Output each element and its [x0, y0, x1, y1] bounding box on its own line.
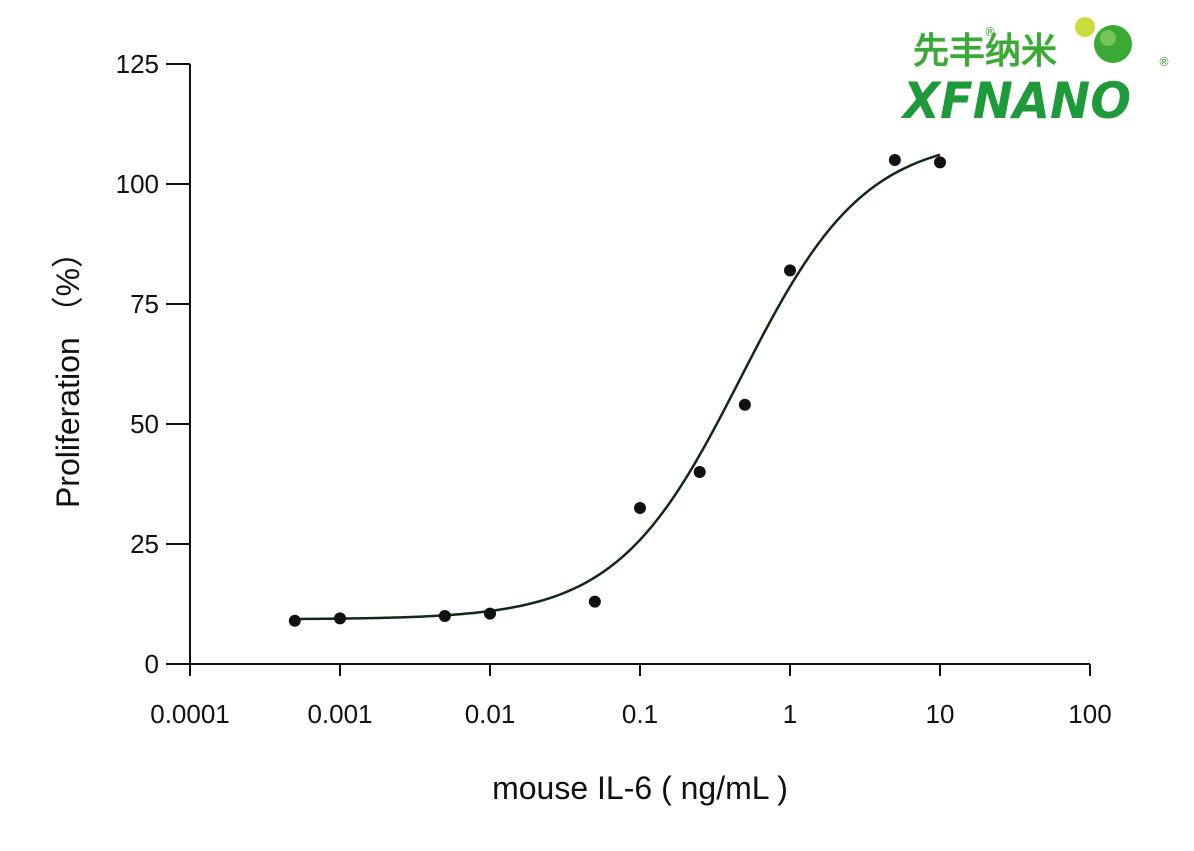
y-tick-label: 50 — [130, 409, 159, 439]
xfnano-logo: 先丰纳米 ® XFNANO ® — [900, 17, 1170, 130]
x-tick-label: 1 — [783, 699, 797, 729]
data-points — [288, 154, 946, 627]
fit-curve — [294, 153, 941, 621]
x-tick-label: 10 — [926, 699, 955, 729]
y-tick-label: 125 — [116, 49, 159, 79]
logo-chinese-text: 先丰纳米 — [913, 31, 1057, 72]
x-tick-label: 0.001 — [307, 699, 372, 729]
data-point — [288, 614, 301, 627]
y-axis-ticks: 0 25 50 75 100 125 — [116, 49, 190, 679]
x-axis-ticks: 0.0001 0.001 0.01 0.1 1 10 100 — [150, 664, 1112, 729]
x-tick-label: 0.1 — [622, 699, 658, 729]
x-tick-label: 0.01 — [465, 699, 516, 729]
data-point — [934, 156, 946, 169]
logo-small-ball-icon — [1075, 17, 1095, 37]
logo-english-text: XFNANO — [900, 72, 1131, 130]
y-tick-label: 0 — [145, 649, 159, 679]
y-tick-label: 75 — [130, 289, 159, 319]
data-point — [588, 595, 601, 608]
data-point — [438, 610, 451, 622]
data-point — [693, 466, 706, 478]
data-point — [888, 154, 901, 166]
logo-large-ball-highlight-icon — [1100, 30, 1116, 46]
x-tick-label: 100 — [1068, 699, 1111, 729]
data-point — [484, 607, 496, 620]
axes — [189, 64, 1090, 665]
x-axis-title: mouse IL-6 ( ng/mL ) — [492, 770, 788, 806]
y-axis-title: Proliferation （%） — [50, 236, 86, 508]
logo-registered-mark-cn: ® — [984, 25, 996, 39]
data-point — [738, 398, 751, 411]
y-tick-label: 25 — [130, 529, 159, 559]
logo-registered-mark-en: ® — [1158, 55, 1170, 69]
x-tick-label: 0.0001 — [150, 699, 230, 729]
data-point — [334, 612, 346, 625]
data-point — [784, 264, 796, 277]
data-point — [634, 502, 646, 514]
y-tick-label: 100 — [116, 169, 159, 199]
